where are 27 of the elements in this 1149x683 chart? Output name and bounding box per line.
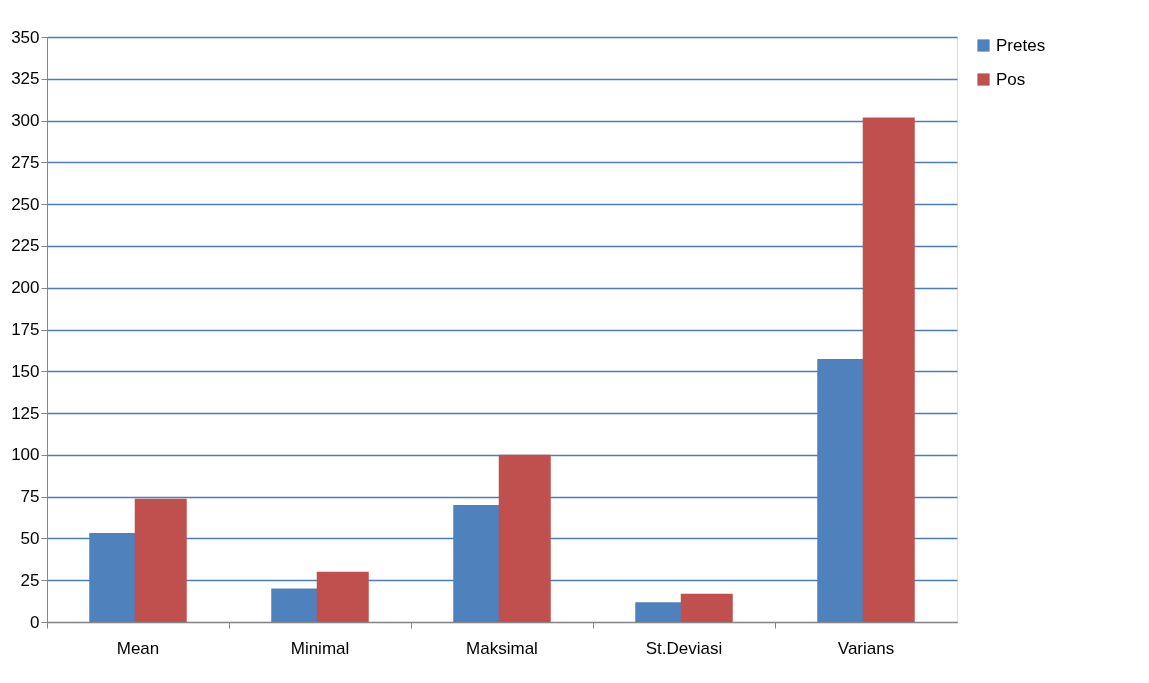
y-tick-label: 325: [11, 69, 40, 89]
y-tick-label: 275: [11, 152, 40, 172]
bar: [498, 454, 551, 622]
bar: [680, 593, 733, 622]
legend-label: Pos: [996, 69, 1026, 89]
y-tick-label: 100: [11, 445, 40, 465]
y-tick-label: 250: [11, 194, 40, 214]
x-tick-label: Minimal: [290, 638, 350, 658]
y-tick-label: 300: [11, 111, 40, 131]
x-tick-label: Maksimal: [466, 638, 538, 658]
y-tick-label: 225: [11, 236, 40, 256]
y-tick-label: 150: [11, 361, 40, 381]
y-tick-label: 25: [20, 570, 40, 590]
x-tick-label: Mean: [116, 638, 160, 658]
y-tick-label: 75: [20, 487, 40, 507]
y-tick-label: 50: [20, 528, 40, 548]
bar: [134, 498, 187, 622]
y-tick-label: 125: [11, 403, 40, 423]
y-tick-label: 175: [11, 320, 40, 339]
y-tick-label: 0: [30, 612, 40, 632]
y-tick-label: 350: [11, 27, 40, 47]
bar: [862, 117, 915, 622]
x-tick-label: Varians: [837, 638, 895, 658]
x-tick-label: St.Deviasi: [645, 638, 723, 658]
legend-label: Pretes: [996, 35, 1046, 55]
y-tick-label: 200: [11, 278, 40, 298]
bar: [316, 571, 369, 622]
